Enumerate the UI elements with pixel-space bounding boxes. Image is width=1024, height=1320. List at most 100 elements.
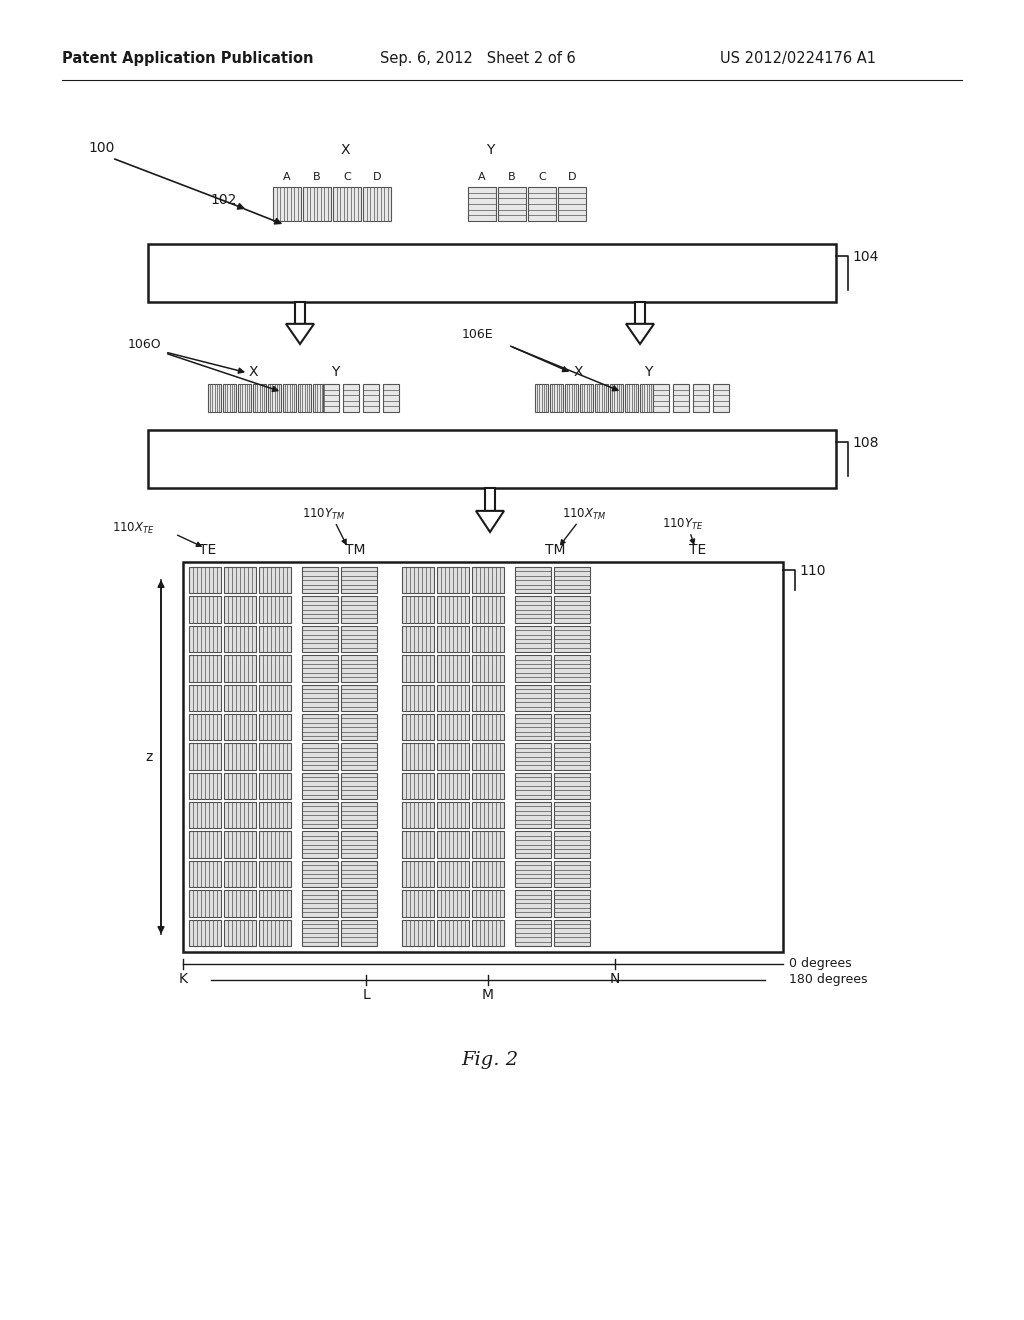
Bar <box>189 685 221 711</box>
Bar <box>295 302 305 323</box>
Text: 180 degrees: 180 degrees <box>790 974 867 986</box>
Text: 100: 100 <box>88 141 115 154</box>
Bar <box>472 685 504 711</box>
Bar <box>259 568 291 594</box>
Bar <box>383 384 399 412</box>
Bar <box>554 597 590 623</box>
Bar <box>515 568 551 594</box>
Bar <box>341 803 377 829</box>
Bar <box>713 384 729 412</box>
Bar <box>402 655 434 681</box>
Text: A: A <box>284 172 291 182</box>
Text: K: K <box>178 972 187 986</box>
Bar <box>323 384 339 412</box>
Bar <box>554 685 590 711</box>
Bar <box>472 626 504 652</box>
Bar <box>273 187 301 220</box>
Text: TM: TM <box>545 543 565 557</box>
Bar <box>341 743 377 770</box>
Bar <box>341 920 377 946</box>
Bar <box>259 626 291 652</box>
Bar <box>673 384 689 412</box>
Bar <box>515 772 551 799</box>
Bar <box>528 187 556 220</box>
Bar <box>595 384 608 412</box>
Bar <box>224 626 256 652</box>
Bar <box>223 384 236 412</box>
Text: X: X <box>340 143 350 157</box>
Bar <box>437 597 469 623</box>
Bar <box>302 861 338 887</box>
Text: D: D <box>373 172 381 182</box>
Bar <box>302 832 338 858</box>
Bar <box>224 655 256 681</box>
Bar <box>437 655 469 681</box>
Text: D: D <box>567 172 577 182</box>
Text: 106E: 106E <box>462 329 494 342</box>
Bar <box>224 861 256 887</box>
Bar <box>402 714 434 741</box>
Bar <box>472 772 504 799</box>
Bar <box>472 861 504 887</box>
Bar <box>189 832 221 858</box>
Bar <box>259 920 291 946</box>
Bar <box>259 743 291 770</box>
Bar <box>302 772 338 799</box>
Bar <box>402 920 434 946</box>
Bar <box>189 655 221 681</box>
Bar <box>515 920 551 946</box>
Bar <box>653 384 669 412</box>
Bar <box>402 890 434 916</box>
Text: 110: 110 <box>799 564 825 578</box>
Bar <box>472 890 504 916</box>
Text: C: C <box>343 172 351 182</box>
Bar <box>515 655 551 681</box>
Bar <box>189 920 221 946</box>
Bar <box>515 861 551 887</box>
Bar <box>554 655 590 681</box>
Bar <box>437 803 469 829</box>
Text: $110Y_{TM}$: $110Y_{TM}$ <box>302 507 345 521</box>
Bar <box>259 772 291 799</box>
Bar <box>484 488 496 511</box>
Text: TE: TE <box>200 543 217 557</box>
Text: Y: Y <box>331 366 339 379</box>
Bar <box>402 568 434 594</box>
Bar <box>472 743 504 770</box>
Bar <box>302 803 338 829</box>
Bar <box>402 597 434 623</box>
Bar <box>224 568 256 594</box>
Bar <box>515 743 551 770</box>
Text: Sep. 6, 2012   Sheet 2 of 6: Sep. 6, 2012 Sheet 2 of 6 <box>380 50 575 66</box>
Text: 108: 108 <box>852 436 879 450</box>
Bar <box>302 655 338 681</box>
Text: C: C <box>539 172 546 182</box>
Bar <box>341 714 377 741</box>
Bar <box>554 568 590 594</box>
Bar <box>259 655 291 681</box>
Bar <box>183 562 783 952</box>
Text: Y: Y <box>485 143 495 157</box>
Text: Patent Application Publication: Patent Application Publication <box>62 50 313 66</box>
Bar <box>148 430 836 488</box>
Bar <box>341 626 377 652</box>
Bar <box>554 714 590 741</box>
Bar <box>189 803 221 829</box>
Bar <box>565 384 578 412</box>
Bar <box>580 384 593 412</box>
Bar <box>224 685 256 711</box>
Bar <box>341 655 377 681</box>
Text: z: z <box>145 750 153 764</box>
Bar <box>640 384 653 412</box>
Text: Y: Y <box>644 366 652 379</box>
Bar <box>302 626 338 652</box>
Bar <box>554 890 590 916</box>
Text: $110Y_{TE}$: $110Y_{TE}$ <box>662 516 703 532</box>
Bar <box>238 384 251 412</box>
Bar <box>515 803 551 829</box>
Text: TM: TM <box>345 543 366 557</box>
Text: X: X <box>248 366 258 379</box>
Bar <box>341 685 377 711</box>
Bar <box>302 920 338 946</box>
Bar <box>343 384 359 412</box>
